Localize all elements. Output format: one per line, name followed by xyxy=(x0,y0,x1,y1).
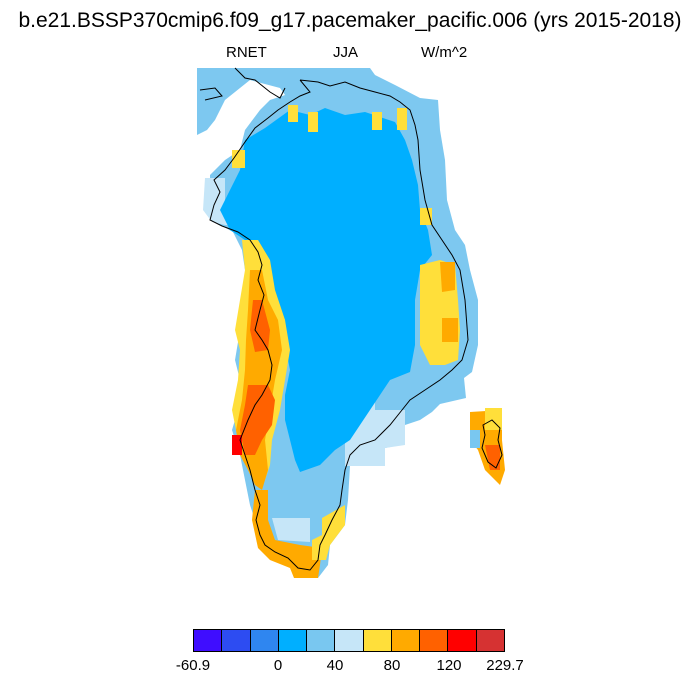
colorbar-cell xyxy=(448,630,477,651)
west-coast-dark-orange xyxy=(250,300,270,352)
island-patch-yellow xyxy=(485,408,502,430)
variable-label: RNET xyxy=(226,44,267,61)
plot-title: b.e21.BSSP370cmip6.f09_g17.pacemaker_pac… xyxy=(18,9,682,32)
east-coast-orange-2 xyxy=(442,318,458,342)
colorbar-cell xyxy=(278,630,308,651)
west-coast-dark-orange-2 xyxy=(240,385,275,455)
colorbar-cell xyxy=(222,630,251,651)
island-patch-red xyxy=(485,445,500,470)
season-label: JJA xyxy=(333,44,359,61)
colorbar-cell xyxy=(194,630,223,651)
island-patch-blue xyxy=(470,430,480,448)
east-coast-orange xyxy=(440,262,455,292)
colorbar-cell xyxy=(420,630,449,651)
ice-sheet-interior xyxy=(220,108,432,472)
colorbar-tick-label: -60.9 xyxy=(175,657,211,674)
colorbar-tick-label: 80 xyxy=(383,657,401,674)
south-tip-orange xyxy=(252,490,322,578)
colorbar-cell xyxy=(335,630,364,651)
colorbar-cell xyxy=(391,630,421,651)
colorbar-cell xyxy=(307,630,336,651)
colorbar-cell xyxy=(250,630,279,651)
island-coastline xyxy=(481,419,503,469)
colorbar-tick-label: 229.7 xyxy=(486,657,524,674)
colorbar-tick-label: 40 xyxy=(326,657,344,674)
units-label: W/m^2 xyxy=(421,44,468,61)
margin-light-tip xyxy=(272,518,310,542)
colorbar-tick-label: 120 xyxy=(436,657,462,674)
colorbar xyxy=(193,629,505,652)
colorbar-cell xyxy=(363,630,392,651)
colorbar-cell xyxy=(476,630,504,651)
coastline xyxy=(199,67,469,571)
colorbar-tick-label: 0 xyxy=(273,657,283,674)
